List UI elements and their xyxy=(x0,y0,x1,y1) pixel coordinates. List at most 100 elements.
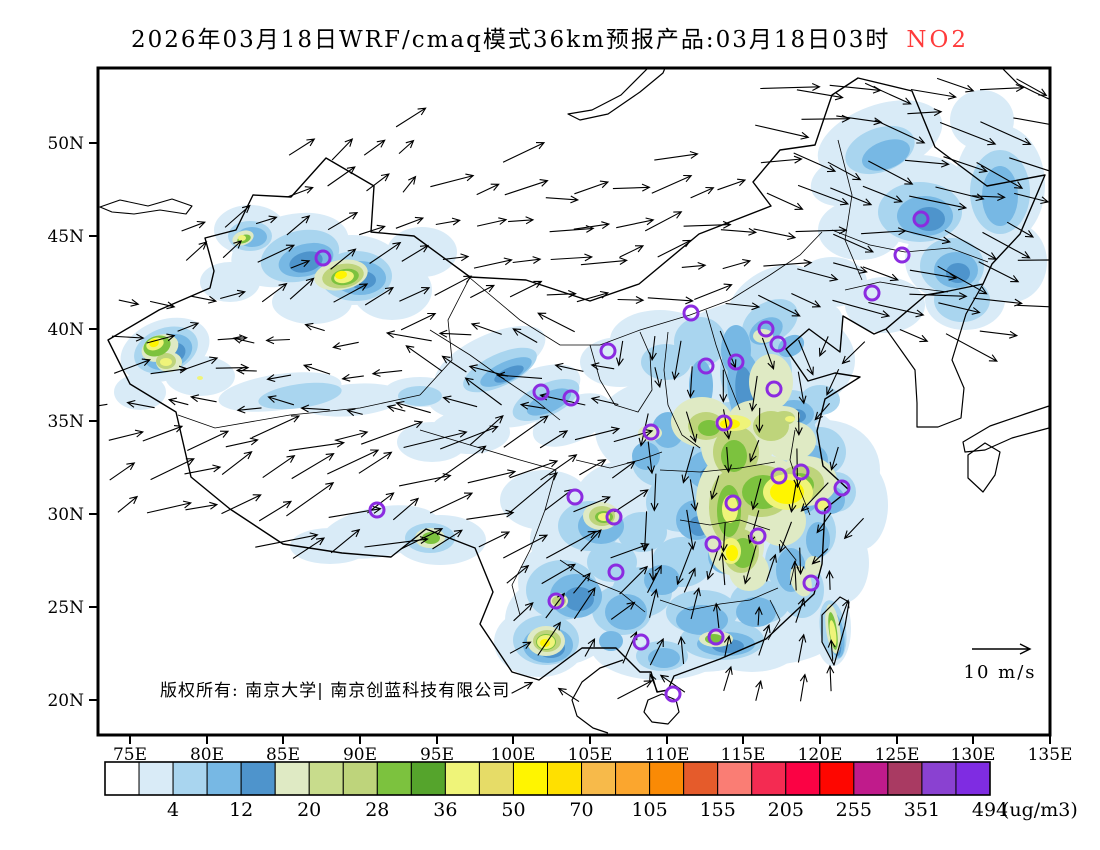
contour-blob xyxy=(648,648,680,668)
wind-arrow xyxy=(400,312,437,331)
city-marker xyxy=(368,501,386,519)
wind-arrow xyxy=(468,364,509,377)
wind-arrow xyxy=(749,375,758,412)
wind-arrow xyxy=(398,139,415,155)
wind-arrow xyxy=(937,265,988,295)
korea-outline xyxy=(885,283,984,428)
wind-arrow xyxy=(694,283,733,301)
wind-arrow xyxy=(903,229,952,245)
colorbar-cell xyxy=(853,761,889,796)
wind-arrow xyxy=(541,563,576,585)
wind-arrow xyxy=(549,224,595,233)
wind-arrow xyxy=(361,420,424,445)
lat-tick-label: 50N xyxy=(47,134,84,154)
contour-blob xyxy=(397,422,467,462)
wind-arrow xyxy=(980,121,1032,146)
wind-arrow xyxy=(612,183,651,192)
lat-tick-label: 35N xyxy=(47,412,84,432)
wind-arrow xyxy=(615,340,624,367)
wind-arrow xyxy=(838,599,850,626)
contour-blob xyxy=(632,442,660,470)
wind-arrow xyxy=(327,166,356,187)
province-boundary xyxy=(429,329,561,421)
colorbar-tick-label: 494 xyxy=(972,799,1008,821)
wind-arrow xyxy=(657,239,692,258)
contour-blob xyxy=(698,420,720,436)
wind-arrow xyxy=(818,336,829,357)
wind-arrow xyxy=(118,298,140,307)
city-marker xyxy=(792,463,810,481)
colorbar-cell xyxy=(717,761,753,796)
wind-arrow xyxy=(1016,78,1048,97)
lon-tick-label: 115E xyxy=(721,745,766,765)
wind-arrow xyxy=(476,183,500,196)
wind-arrow xyxy=(868,301,925,318)
wind-arrow xyxy=(438,329,472,338)
wind-arrow xyxy=(232,335,255,344)
wind-arrow xyxy=(797,184,850,206)
wind-arrow xyxy=(503,534,549,559)
honshu-outline xyxy=(962,405,1050,453)
wind-arrow xyxy=(843,517,864,540)
wind-arrow xyxy=(793,152,837,173)
wind-arrow xyxy=(398,473,452,487)
wind-arrow xyxy=(654,150,699,161)
colorbar-tick-label: 4 xyxy=(167,799,179,821)
wind-arrow xyxy=(470,284,496,299)
lon-tick-label: 105E xyxy=(568,745,613,765)
wind-arrow xyxy=(1013,117,1050,126)
wind-arrow xyxy=(235,366,257,375)
wind-arrow xyxy=(512,256,542,264)
wind-arrow xyxy=(758,624,771,656)
wind-arrow xyxy=(833,262,868,274)
wind-arrow xyxy=(832,299,891,319)
wind-arrow xyxy=(939,121,997,146)
wind-arrow xyxy=(610,542,650,559)
wind-arrow xyxy=(580,257,628,266)
contour-blob xyxy=(494,365,524,383)
wind-arrow xyxy=(754,606,763,626)
wind-arrow xyxy=(574,426,621,441)
contour-blob xyxy=(676,605,728,635)
wind-arrow xyxy=(801,114,851,123)
wind-arrow xyxy=(797,371,807,405)
contour-blob xyxy=(816,500,828,510)
wind-arrow xyxy=(683,220,732,229)
wind-arrow xyxy=(796,89,844,101)
province-boundary xyxy=(511,469,557,616)
wind-arrow xyxy=(400,528,444,550)
province-boundary xyxy=(837,139,863,281)
wind-arrow xyxy=(649,548,657,582)
lon-tick-label: 80E xyxy=(190,745,224,765)
colorbar-cell xyxy=(478,761,514,796)
wind-arrow xyxy=(685,411,698,444)
wind-arrow xyxy=(506,564,530,584)
wind-arrow xyxy=(150,458,195,481)
colorbar-cell xyxy=(819,761,855,796)
colorbar-tick-label: 28 xyxy=(365,799,389,821)
wind-arrow xyxy=(827,161,862,181)
wind-arrow xyxy=(469,415,504,446)
wind-arrow xyxy=(689,479,699,512)
wind-arrow xyxy=(546,289,577,298)
wind-arrow xyxy=(509,459,559,479)
wind-arrow xyxy=(654,367,662,389)
province-boundary xyxy=(844,281,949,293)
wind-arrow xyxy=(907,108,943,117)
colorbar-cell xyxy=(887,761,923,796)
wind-arrow xyxy=(826,368,840,396)
wind-arrow xyxy=(788,484,797,514)
wind-arrow xyxy=(557,687,580,703)
wind-arrow xyxy=(386,404,406,413)
wind-arrow xyxy=(441,355,467,373)
wind-arrow xyxy=(723,665,733,692)
colorbar-tick-label: 155 xyxy=(700,799,736,821)
wind-arrow xyxy=(814,403,831,421)
contour-blob xyxy=(644,565,680,595)
wind-arrow xyxy=(185,501,219,511)
wind-arrow xyxy=(434,445,487,483)
wind-arrow xyxy=(364,286,395,306)
city-marker xyxy=(770,467,788,485)
colorbar-cell xyxy=(581,761,617,796)
wind-arrow xyxy=(766,192,804,210)
